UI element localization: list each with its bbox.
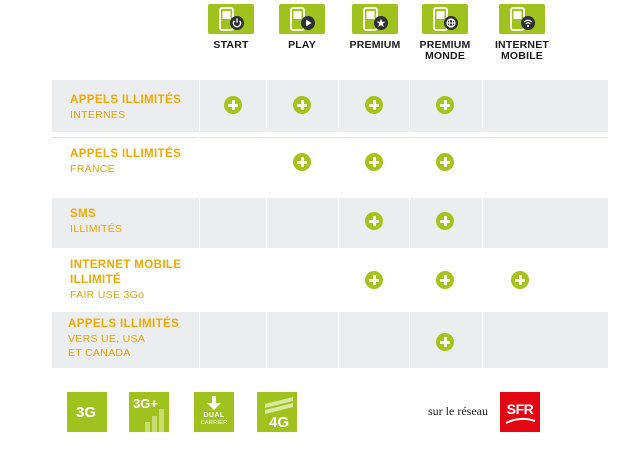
column-divider — [482, 80, 483, 368]
feature-title: INTERNET MOBILE — [70, 259, 182, 271]
network-label: CARRIER — [200, 420, 228, 426]
sfr-logo: SFR — [500, 392, 540, 432]
plan-label: PREMIUM — [349, 39, 401, 51]
included-plus-icon — [365, 153, 383, 171]
included-plus-icon — [224, 96, 242, 114]
included-plus-icon — [511, 271, 529, 289]
feature-subtitle: FRANCE — [70, 163, 115, 175]
phone-play-icon — [279, 4, 325, 34]
4g-icon — [265, 397, 293, 414]
3g-plus-icon — [145, 409, 164, 432]
feature-label: INTERNET MOBILE ILLIMITÉ FAIR USE 3Go — [70, 258, 181, 302]
plan-premium: PREMIUM — [344, 4, 406, 51]
phone-globe-icon — [422, 4, 468, 34]
plan-label-line: MONDE — [424, 50, 466, 62]
plan-label: INTERNET MOBILE — [491, 40, 553, 62]
column-divider — [266, 80, 267, 368]
feature-subtitle: ET CANADA — [68, 347, 131, 359]
feature-title: APPELS ILLIMITÉS — [70, 148, 182, 160]
included-plus-icon — [365, 271, 383, 289]
included-plus-icon — [436, 333, 454, 351]
included-plus-icon — [293, 153, 311, 171]
sfr-swoosh-icon — [505, 417, 536, 424]
feature-row-ue-usa: APPELS ILLIMITÉS VERS UE, USA ET CANADA — [52, 312, 608, 368]
feature-row-internet: INTERNET MOBILE ILLIMITÉ FAIR USE 3Go — [52, 252, 608, 308]
included-plus-icon — [436, 153, 454, 171]
included-plus-icon — [365, 212, 383, 230]
network-label: 3G+ — [133, 396, 158, 411]
plan-label-line: MOBILE — [500, 50, 544, 62]
included-plus-icon — [436, 96, 454, 114]
included-plus-icon — [365, 96, 383, 114]
feature-subtitle: INTERNES — [70, 109, 126, 121]
phone-power-icon — [208, 4, 254, 34]
row-divider — [52, 137, 608, 138]
feature-label: APPELS ILLIMITÉS VERS UE, USA ET CANADA — [68, 317, 179, 360]
network-label: DUAL — [203, 412, 225, 419]
feature-title: SMS — [70, 208, 97, 220]
included-plus-icon — [436, 212, 454, 230]
feature-subtitle: VERS UE, USA — [68, 333, 146, 345]
network-3g-plus: 3G+ — [129, 392, 169, 432]
plan-start: START — [200, 4, 262, 51]
phone-star-icon — [352, 4, 398, 34]
plan-play: PLAY — [271, 4, 333, 51]
plan-internet-mobile: INTERNET MOBILE — [491, 4, 553, 62]
feature-row-internes: APPELS ILLIMITÉS INTERNES — [52, 80, 608, 132]
feature-label: SMS ILLIMITÉS — [70, 207, 122, 236]
network-3g: 3G — [67, 392, 107, 432]
feature-title: APPELS ILLIMITÉS — [68, 318, 180, 330]
sfr-logo-text: SFR — [506, 401, 534, 417]
plan-label-line: PREMIUM — [419, 39, 471, 51]
plan-label-line: INTERNET — [494, 39, 550, 51]
included-plus-icon — [436, 271, 454, 289]
network-dual-carrier: DUAL CARRIER — [194, 392, 234, 432]
column-divider — [199, 80, 200, 368]
network-4g: 4G — [257, 392, 297, 432]
plan-premium-monde: PREMIUM MONDE — [414, 4, 476, 62]
included-plus-icon — [293, 96, 311, 114]
3g-icon: 3G — [76, 404, 97, 421]
feature-label: APPELS ILLIMITÉS INTERNES — [70, 93, 181, 122]
plan-label: START — [213, 39, 249, 51]
network-label: 4G — [269, 414, 290, 431]
phone-wifi-icon — [499, 4, 545, 34]
dual-carrier-icon — [207, 396, 221, 410]
network-provider-text: sur le réseau — [428, 404, 488, 418]
column-divider — [338, 80, 339, 368]
feature-title: APPELS ILLIMITÉS — [70, 94, 182, 106]
feature-subtitle: FAIR USE 3Go — [70, 289, 145, 301]
feature-row-sms: SMS ILLIMITÉS — [52, 198, 608, 248]
column-divider — [409, 80, 410, 368]
plan-label: PREMIUM MONDE — [414, 40, 476, 62]
feature-subtitle: ILLIMITÉS — [70, 223, 123, 235]
feature-title: ILLIMITÉ — [70, 274, 122, 286]
plan-label: PLAY — [288, 39, 316, 51]
feature-label: APPELS ILLIMITÉS FRANCE — [70, 147, 181, 176]
feature-row-france: APPELS ILLIMITÉS FRANCE — [52, 138, 608, 194]
